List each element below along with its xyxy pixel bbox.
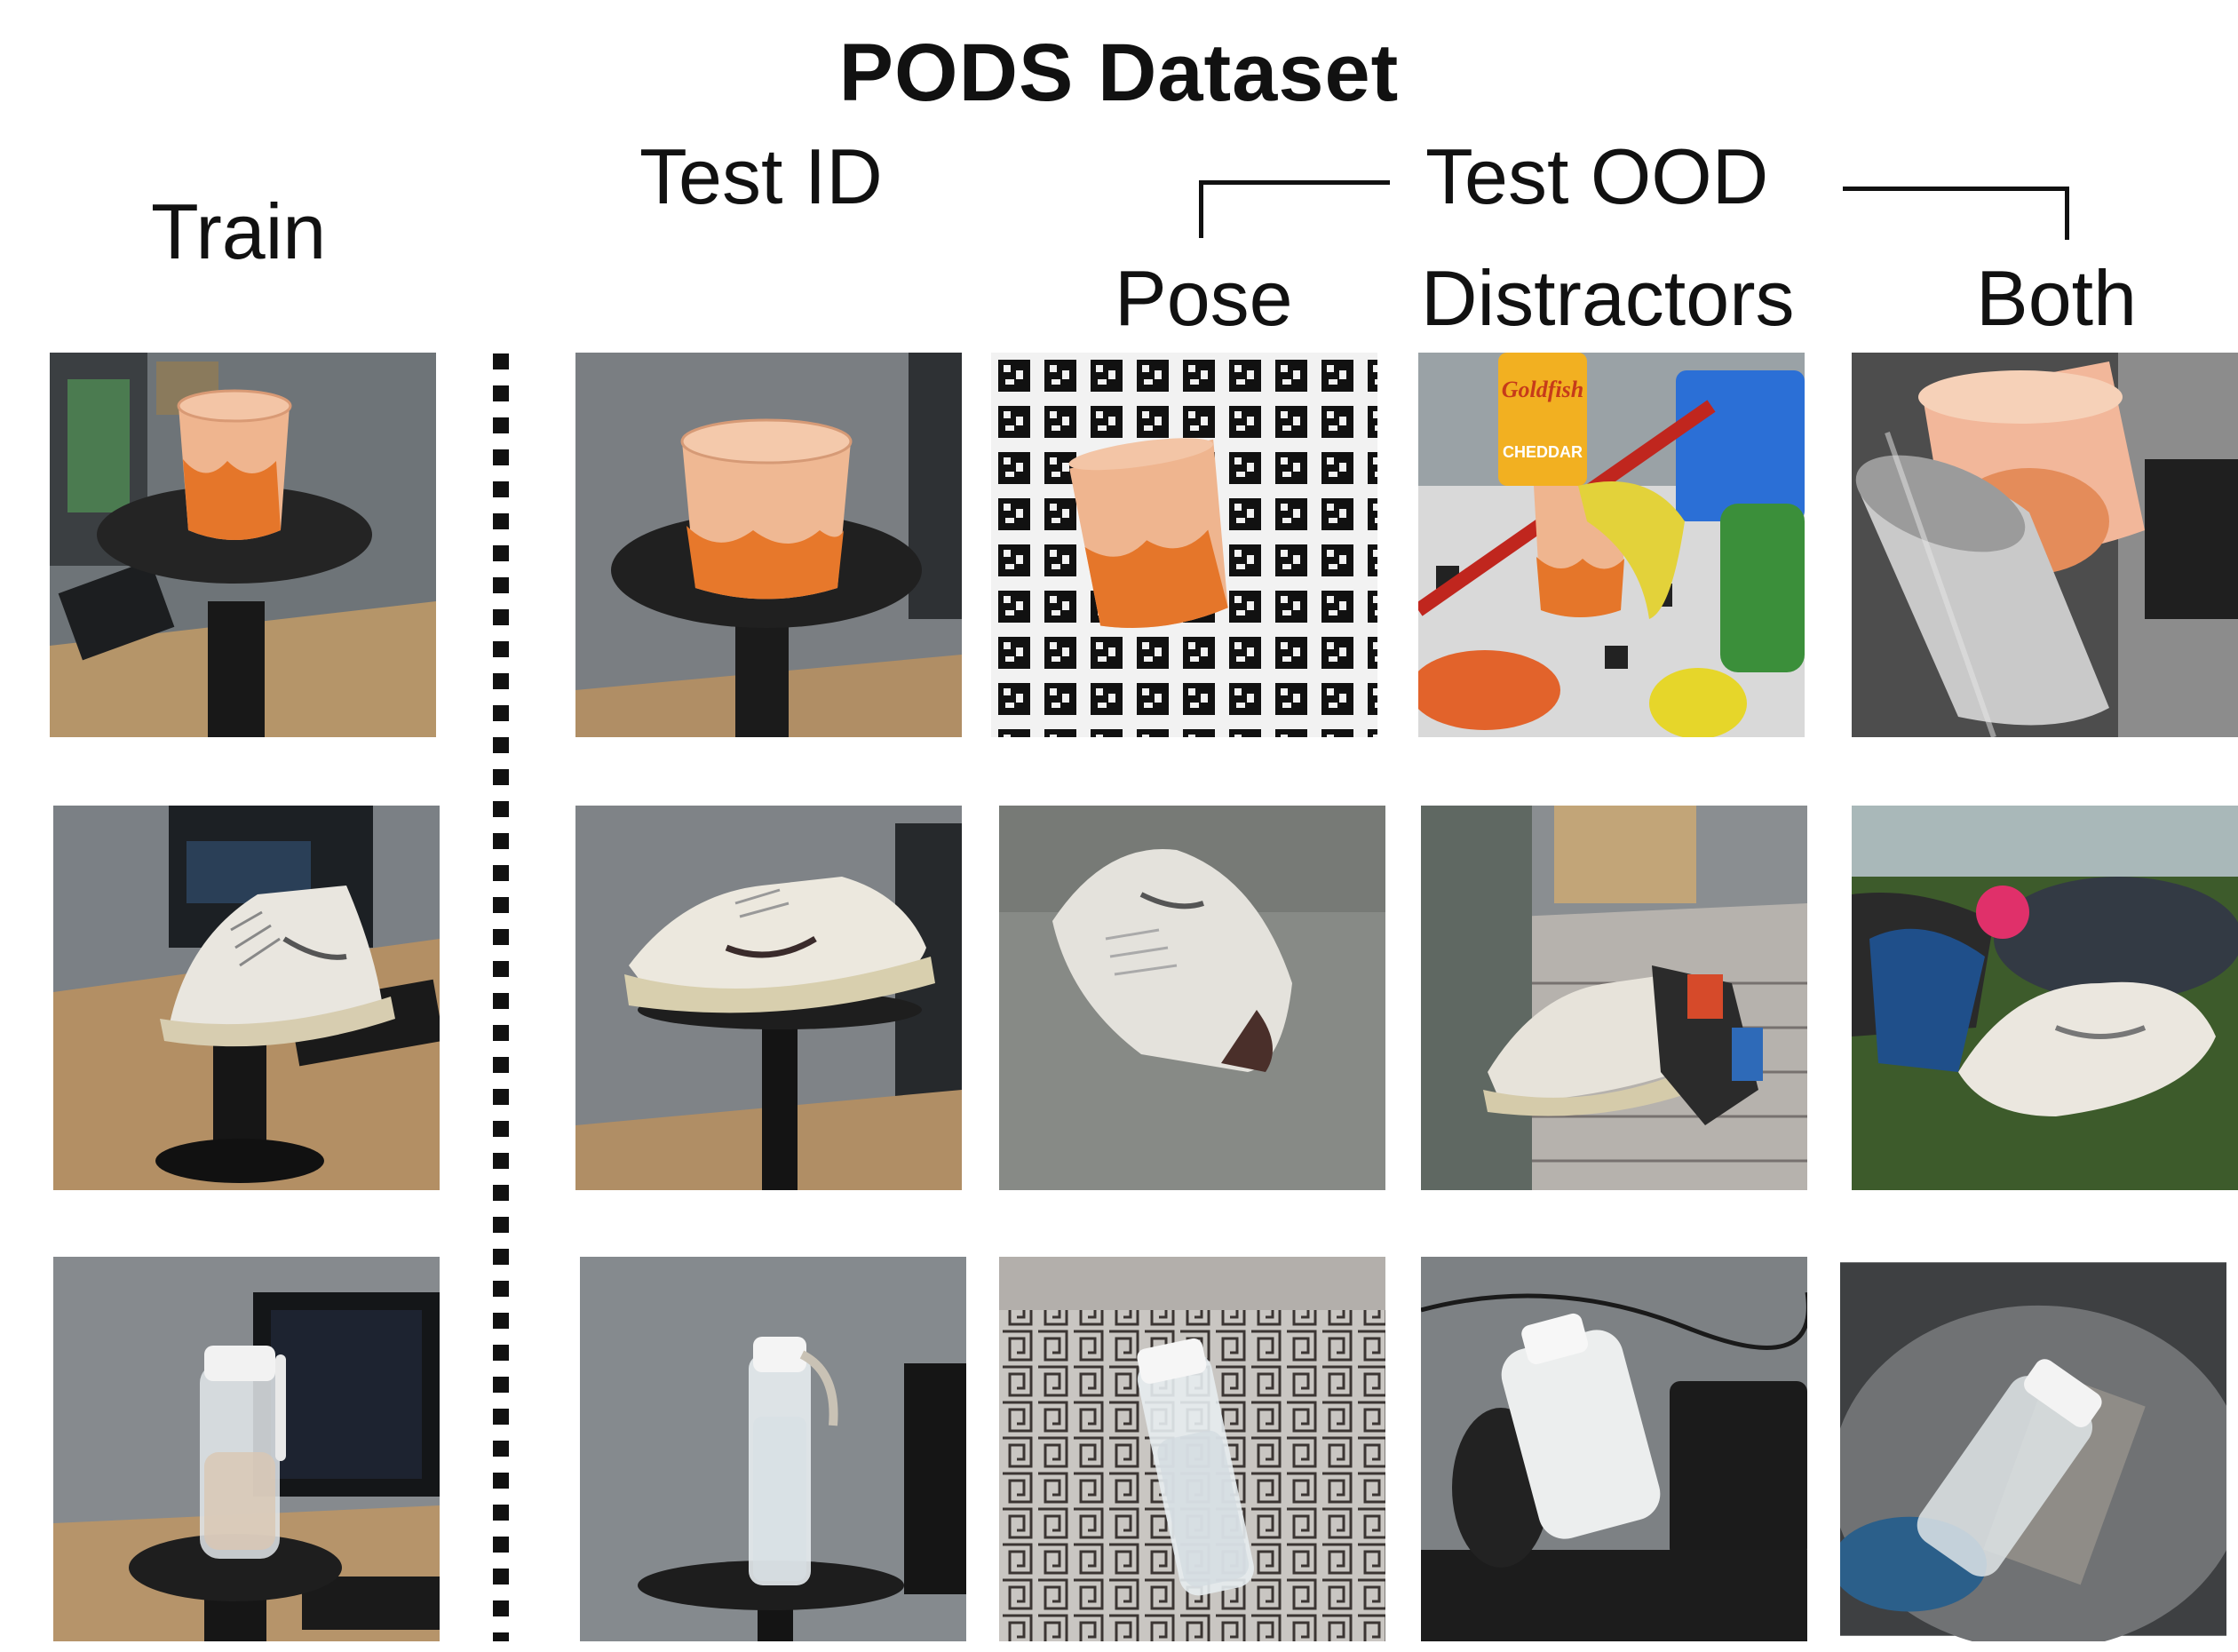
column-header-both: Both bbox=[1976, 254, 2138, 342]
column-header-test-id: Test ID bbox=[639, 132, 883, 220]
photo-bottle-distractors bbox=[1421, 1257, 1807, 1641]
column-header-train: Train bbox=[151, 187, 327, 275]
test-ood-bracket-right bbox=[1843, 187, 2069, 240]
photo-shoe-both bbox=[1852, 806, 2238, 1190]
photo-shoe-test-id bbox=[575, 806, 962, 1190]
train-test-divider bbox=[493, 353, 509, 1641]
photo-bottle-pose bbox=[999, 1257, 1385, 1641]
test-ood-bracket-left bbox=[1199, 180, 1390, 238]
photo-cup-pose bbox=[991, 353, 1377, 737]
column-header-pose: Pose bbox=[1115, 254, 1293, 342]
snack-flavor-text: CHEDDAR bbox=[1503, 443, 1583, 461]
photo-cup-both bbox=[1852, 353, 2238, 737]
photo-bottle-test-id bbox=[580, 1257, 966, 1641]
photo-bottle-both bbox=[1840, 1257, 2226, 1641]
figure-title: PODS Dataset bbox=[838, 28, 1400, 118]
column-header-test-ood: Test OOD bbox=[1425, 132, 1769, 220]
column-header-distractors: Distractors bbox=[1421, 254, 1795, 342]
photo-shoe-pose bbox=[999, 806, 1385, 1190]
photo-shoe-train bbox=[53, 806, 440, 1190]
photo-cup-test-id bbox=[575, 353, 962, 737]
photo-cup-train bbox=[50, 353, 436, 737]
photo-bottle-train bbox=[53, 1257, 440, 1641]
photo-shoe-distractors bbox=[1421, 806, 1807, 1190]
photo-cup-distractors: Goldfish CHEDDAR bbox=[1418, 353, 1805, 737]
snack-brand-text: Goldfish bbox=[1502, 377, 1583, 402]
